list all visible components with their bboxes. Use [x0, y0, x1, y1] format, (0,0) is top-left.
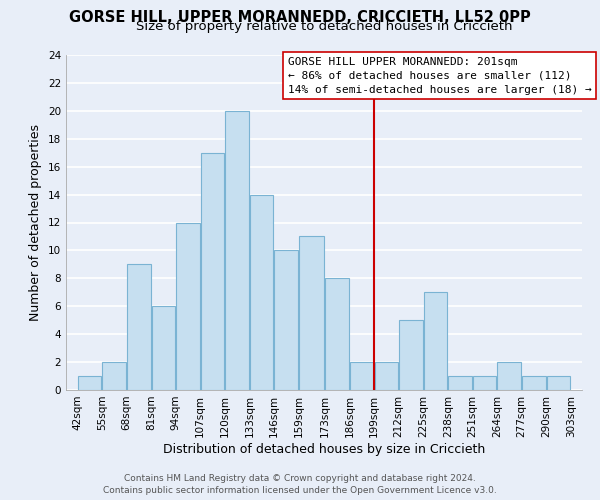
Bar	[547, 376, 570, 390]
Bar	[176, 222, 200, 390]
Title: Size of property relative to detached houses in Criccieth: Size of property relative to detached ho…	[136, 20, 512, 33]
Text: GORSE HILL UPPER MORANNEDD: 201sqm
← 86% of detached houses are smaller (112)
14: GORSE HILL UPPER MORANNEDD: 201sqm ← 86%…	[288, 56, 592, 94]
Bar	[152, 306, 175, 390]
Bar	[200, 152, 224, 390]
Bar	[424, 292, 448, 390]
Bar	[448, 376, 472, 390]
X-axis label: Distribution of detached houses by size in Criccieth: Distribution of detached houses by size …	[163, 442, 485, 456]
Bar	[78, 376, 101, 390]
Bar	[127, 264, 151, 390]
Bar	[299, 236, 325, 390]
Bar	[274, 250, 298, 390]
Bar	[497, 362, 521, 390]
Bar	[225, 111, 249, 390]
Y-axis label: Number of detached properties: Number of detached properties	[29, 124, 43, 321]
Bar	[522, 376, 545, 390]
Bar	[473, 376, 496, 390]
Text: Contains HM Land Registry data © Crown copyright and database right 2024.
Contai: Contains HM Land Registry data © Crown c…	[103, 474, 497, 495]
Bar	[325, 278, 349, 390]
Bar	[399, 320, 423, 390]
Bar	[350, 362, 374, 390]
Bar	[374, 362, 398, 390]
Bar	[103, 362, 126, 390]
Text: GORSE HILL, UPPER MORANNEDD, CRICCIETH, LL52 0PP: GORSE HILL, UPPER MORANNEDD, CRICCIETH, …	[69, 10, 531, 25]
Bar	[250, 194, 274, 390]
